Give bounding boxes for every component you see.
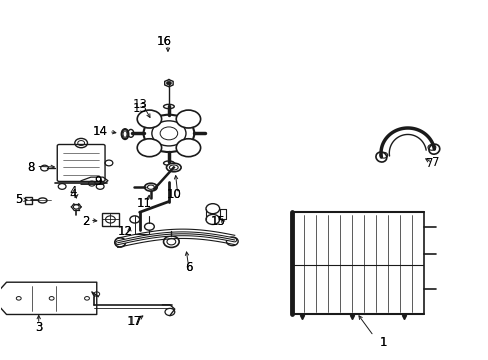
Text: 8: 8 [28,161,35,174]
Circle shape [137,139,161,157]
Circle shape [166,81,171,85]
Text: 7: 7 [431,156,439,169]
Bar [292,212,423,315]
Text: 8: 8 [28,161,35,174]
Text: 5: 5 [16,193,23,206]
Text: 2: 2 [82,215,90,228]
Text: 3: 3 [35,321,42,334]
Text: 12: 12 [117,225,132,238]
Circle shape [137,110,161,128]
Text: 17: 17 [127,315,142,328]
Text: 17: 17 [126,315,142,328]
Text: 2: 2 [82,215,90,228]
Text: 11: 11 [137,197,152,210]
Text: 9: 9 [94,175,102,188]
Text: 6: 6 [184,261,192,274]
Text: 1: 1 [379,336,386,348]
Text: 11: 11 [137,197,152,210]
Ellipse shape [166,163,181,172]
Text: 9: 9 [94,175,102,188]
Text: 3: 3 [35,321,42,334]
Circle shape [163,236,179,247]
Text: 16: 16 [156,35,171,49]
Text: 6: 6 [184,261,192,274]
Text: 13: 13 [132,102,147,115]
Circle shape [176,110,200,128]
Text: 4: 4 [69,188,77,201]
Text: 10: 10 [166,188,181,201]
Text: 15: 15 [210,215,224,228]
Circle shape [176,139,200,157]
Text: 10: 10 [166,188,181,201]
Text: 14: 14 [93,125,108,138]
Text: 7: 7 [425,157,433,170]
Text: 14: 14 [93,125,108,138]
Text: 4: 4 [69,185,77,198]
Circle shape [143,115,194,152]
Ellipse shape [115,238,125,247]
Text: 5: 5 [16,193,23,206]
Ellipse shape [144,183,157,191]
Text: 13: 13 [132,98,147,111]
Text: 1: 1 [379,336,386,348]
Bar [102,213,119,226]
Bar [25,197,32,204]
Text: 12: 12 [117,225,132,238]
Text: 16: 16 [156,35,171,49]
Text: 15: 15 [210,215,224,228]
